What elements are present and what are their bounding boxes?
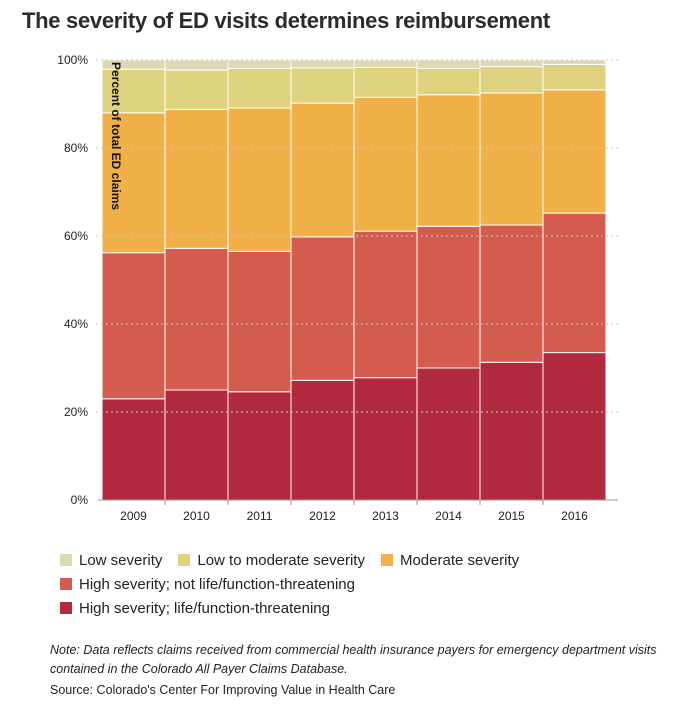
- x-tick-label: 2016: [561, 509, 588, 523]
- y-tick-label: 40%: [64, 317, 88, 331]
- legend-row: High severity; not life/function-threate…: [60, 572, 535, 596]
- footnote: Note: Data reflects claims received from…: [50, 641, 670, 679]
- source-text: Source: Colorado's Center For Improving …: [50, 683, 396, 697]
- bar-segment-2013-s2: [353, 96, 418, 232]
- x-tick-label: 2014: [435, 509, 462, 523]
- bar-segment-2010-s2: [164, 108, 229, 249]
- bar-segment-2011-s3: [227, 67, 292, 109]
- bar-segment-2012-s4: [290, 59, 355, 69]
- bar-segment-2011-s1: [227, 250, 292, 393]
- x-tick-label: 2012: [309, 509, 336, 523]
- bar-segment-2009-s1: [101, 252, 166, 400]
- legend-item: Moderate severity: [380, 551, 520, 569]
- bar-segment-2016-s2: [542, 89, 607, 214]
- bar-segment-2009-s0: [101, 398, 166, 501]
- x-tick-label: 2015: [498, 509, 525, 523]
- legend-swatch: [60, 554, 72, 566]
- legend-label: Low severity: [79, 551, 163, 569]
- bar-segment-2014-s4: [416, 59, 481, 69]
- bar-segment-2013-s3: [353, 66, 418, 98]
- bar-segment-2011-s4: [227, 59, 292, 69]
- legend-swatch: [60, 602, 72, 614]
- x-tick-label: 2010: [183, 509, 210, 523]
- bar-segment-2012-s2: [290, 102, 355, 238]
- bar-segment-2010-s4: [164, 59, 229, 71]
- legend-swatch: [380, 554, 393, 566]
- bar-segment-2009-s2: [101, 112, 166, 254]
- legend-label: High severity; life/function-threatening: [79, 599, 330, 617]
- y-axis-label: Percent of total ED claims: [109, 62, 123, 210]
- bar-segment-2016-s4: [542, 59, 607, 65]
- bar-segment-2013-s0: [353, 377, 418, 501]
- legend-row: Low severity Low to moderate severity Mode…: [60, 548, 535, 572]
- bar-segment-2012-s1: [290, 236, 355, 381]
- note-text: Note: Data reflects claims received from…: [50, 643, 657, 676]
- legend-item: Low severity: [60, 552, 162, 569]
- bar-segment-2015-s4: [479, 59, 544, 68]
- bar-segment-2010-s3: [164, 69, 229, 110]
- bar-segment-2015-s1: [479, 224, 544, 363]
- bar-segment-2015-s0: [479, 361, 544, 501]
- bar-segment-2012-s3: [290, 67, 355, 104]
- legend-item: High severity; life/function-threatening: [60, 600, 330, 617]
- stacked-bar-chart: 0% 20% 40% 60% 80% 100% 2009 2010 2011 2012 2013 20…: [57, 53, 618, 523]
- x-tick-label: 2009: [120, 509, 147, 523]
- bar-segment-2015-s2: [479, 92, 544, 226]
- x-tick-label: 2011: [247, 509, 273, 523]
- bar-segment-2011-s0: [227, 391, 292, 501]
- bar-segment-2016-s3: [542, 63, 607, 91]
- bar-segment-2016-s0: [542, 352, 607, 501]
- legend-item: High severity; not life/function-threate…: [60, 576, 355, 593]
- bar-segment-2010-s0: [164, 389, 229, 501]
- legend-swatch: [178, 554, 191, 566]
- legend-swatch: [60, 578, 72, 590]
- bar-segment-2010-s1: [164, 247, 229, 391]
- bar-segment-2014-s3: [416, 67, 481, 96]
- y-tick-label: 80%: [64, 141, 88, 155]
- chart-title: The severity of ED visits determines rei…: [22, 8, 550, 33]
- bar-segment-2012-s0: [290, 379, 355, 501]
- bar-segment-2014-s2: [416, 94, 481, 227]
- legend-row: High severity; life/function-threatening: [60, 596, 535, 620]
- y-tick-label: 60%: [64, 229, 88, 243]
- y-tick-label: 0%: [71, 493, 89, 507]
- bar-segment-2013-s1: [353, 230, 418, 379]
- legend: Low severity Low to moderate severity Mode…: [60, 548, 535, 620]
- y-tick-label: 100%: [57, 53, 88, 67]
- bar-segment-2011-s2: [227, 107, 292, 252]
- bar-segment-2014-s0: [416, 367, 481, 501]
- y-tick-label: 20%: [64, 405, 88, 419]
- bar-segment-2015-s3: [479, 66, 544, 94]
- x-tick-label: 2013: [372, 509, 399, 523]
- legend-label: Moderate severity: [399, 551, 520, 569]
- bar-segment-2014-s1: [416, 225, 481, 369]
- legend-item: Low to moderate severity: [178, 552, 365, 569]
- bar-segment-2016-s1: [542, 212, 607, 354]
- legend-label: High severity; not life/function-threate…: [79, 575, 355, 593]
- legend-label: Low to moderate severity: [197, 551, 365, 569]
- bar-segment-2013-s4: [353, 59, 418, 68]
